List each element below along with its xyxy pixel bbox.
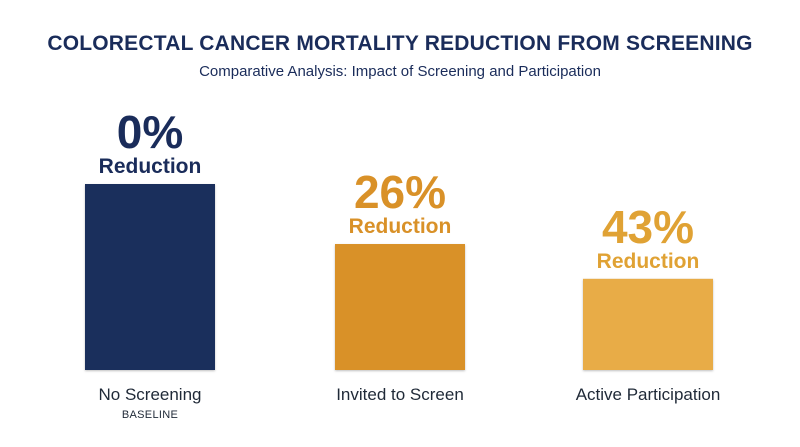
chart-title: COLORECTAL CANCER MORTALITY REDUCTION FR…	[47, 32, 753, 55]
data-label-unit: Reduction	[349, 215, 452, 238]
bar-no-screening	[85, 184, 215, 370]
category-label: Invited to Screen	[336, 385, 464, 404]
chart-subtitle: Comparative Analysis: Impact of Screenin…	[199, 63, 601, 80]
category-sublabel: BASELINE	[122, 409, 178, 421]
data-label-value: 26%	[354, 166, 446, 218]
bar-active-participation	[583, 278, 713, 370]
category-label: Active Participation	[576, 385, 721, 404]
category-label: No Screening	[98, 385, 201, 404]
data-label-unit: Reduction	[597, 250, 700, 273]
data-label-unit: Reduction	[99, 155, 202, 178]
data-label-value: 0%	[117, 106, 183, 158]
data-label-value: 43%	[602, 201, 694, 253]
bar-invited-to-screen	[335, 244, 465, 370]
